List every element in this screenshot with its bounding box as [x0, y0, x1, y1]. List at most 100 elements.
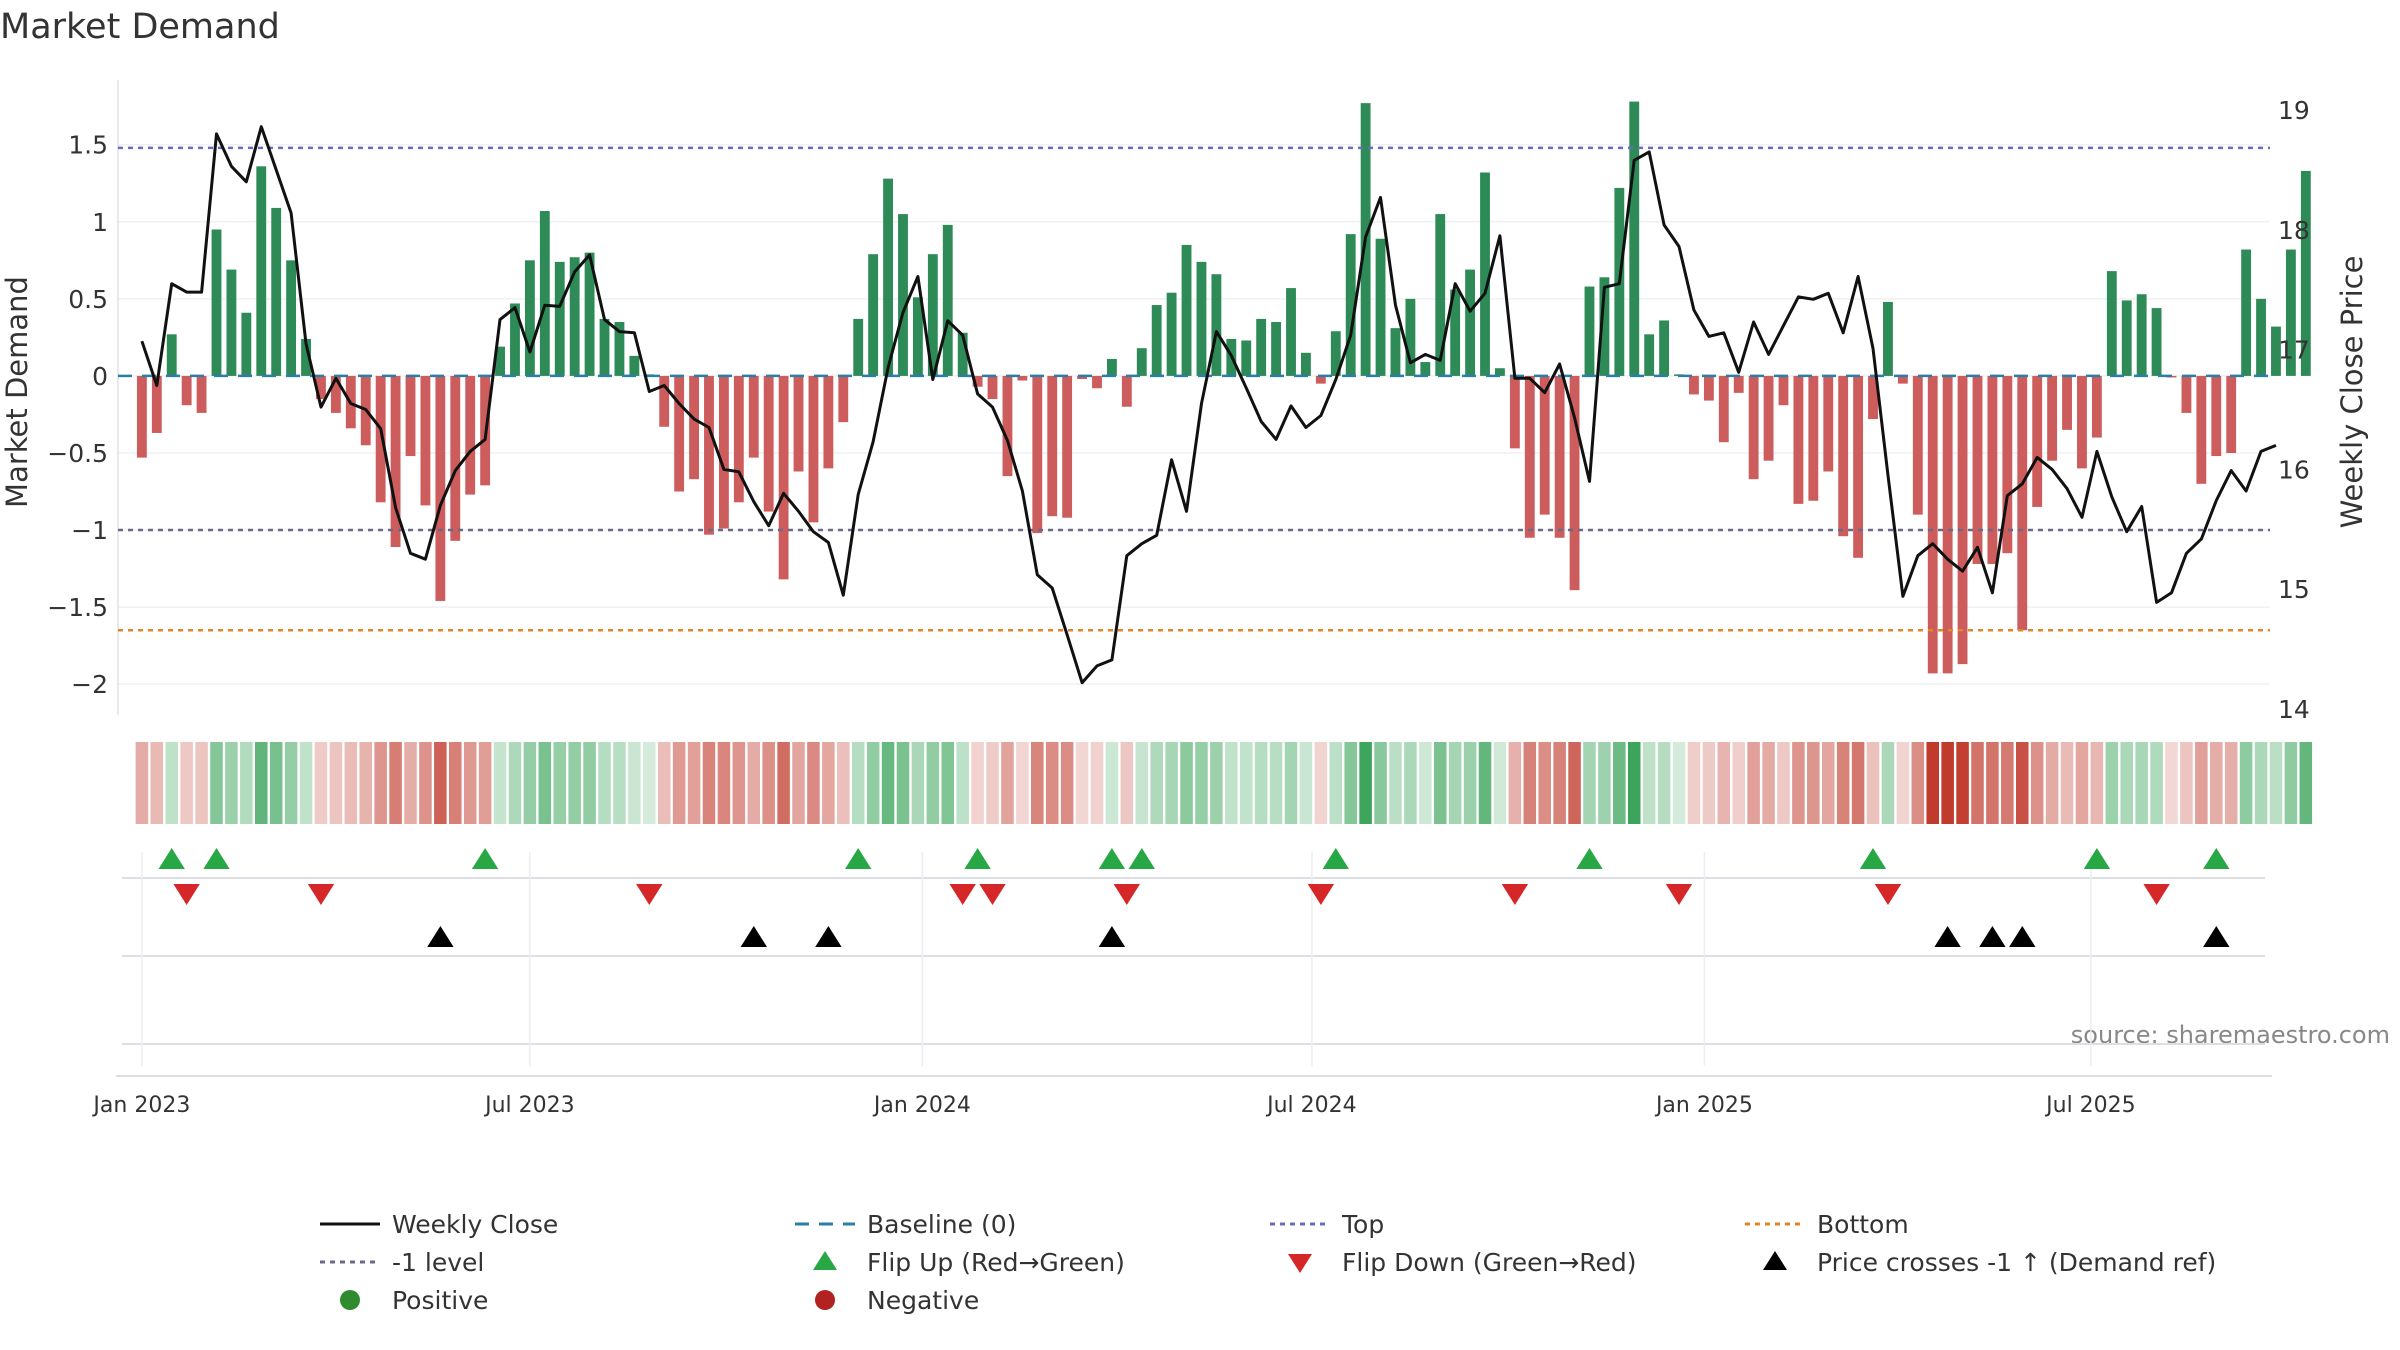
demand-bar-32: [614, 321, 625, 376]
demand-bar-81: [1345, 234, 1356, 376]
strip-cell-121: [1941, 742, 1954, 824]
y-axis: 1.5 1 0.5 0 −0.5 −1 −1.5 −2: [47, 131, 108, 699]
demand-bar-11: [301, 338, 311, 376]
demand-bar-66: [1121, 375, 1132, 407]
flip-down-marker-10: [2143, 884, 2170, 905]
demand-bar-108: [1748, 375, 1759, 480]
demand-bar-125: [2002, 375, 2013, 554]
demand-bar-40: [733, 375, 744, 503]
demand-bar-128: [2047, 375, 2058, 461]
demand-bar-105: [1703, 375, 1714, 401]
flip-down-marker-1: [307, 884, 335, 905]
strip-cell-132: [2105, 742, 2119, 824]
legend-label: Weekly Close: [392, 1210, 558, 1239]
strip-cell-85: [1404, 742, 1417, 824]
demand-bar-135: [2151, 308, 2162, 376]
legend-item-1: Baseline (0): [795, 1210, 1016, 1239]
strip-cell-113: [1821, 742, 1835, 824]
strip-cell-5: [210, 742, 223, 824]
demand-bar-96: [1569, 375, 1580, 591]
strip-cell-115: [1851, 742, 1865, 824]
strip-cell-119: [1911, 742, 1925, 824]
strip-cell-8: [254, 742, 268, 824]
demand-bar-19: [420, 375, 431, 506]
strip-cell-135: [2150, 742, 2163, 824]
flip-up-marker-4: [964, 848, 991, 869]
legend-item-8: Positive: [340, 1286, 488, 1315]
price-cross-marker-2: [815, 926, 842, 947]
legend-item-9: Negative: [815, 1286, 979, 1315]
strip-cell-90: [1478, 742, 1492, 824]
strip-cell-117: [1881, 742, 1895, 824]
strip-cell-100: [1627, 742, 1641, 824]
strip-cell-57: [986, 742, 999, 824]
demand-bar-37: [689, 375, 699, 480]
strip-cell-43: [777, 742, 790, 824]
demand-bar-127: [2032, 375, 2043, 507]
demand-bar-83: [1375, 238, 1386, 376]
strip-cell-87: [1433, 742, 1447, 824]
bars: [136, 101, 2311, 674]
demand-bar-10: [286, 260, 297, 376]
price-cross-marker-4: [1934, 926, 1961, 947]
weekly-close-line: [140, 125, 2277, 685]
y2-tick-label-0: 19: [2278, 96, 2310, 125]
legend-item-7: Price crosses -1 ↑ (Demand ref): [1763, 1248, 2216, 1277]
demand-bar-139: [2211, 375, 2222, 457]
strip-cell-38: [702, 742, 716, 824]
demand-bar-102: [1659, 320, 1670, 376]
demand-bar-52: [912, 297, 923, 376]
strip-cell-31: [598, 742, 611, 824]
strip-cell-18: [404, 742, 417, 824]
demand-bar-111: [1793, 375, 1804, 504]
demand-bar-101: [1644, 334, 1655, 376]
demand-bar-25: [510, 303, 520, 376]
legend: Weekly Close Baseline (0) Top Bottom -1 leve…: [320, 1210, 2216, 1315]
strip-cell-2: [165, 742, 178, 824]
price-cross-marker-5: [1979, 926, 2006, 947]
demand-bar-35: [659, 375, 670, 427]
strip-cell-19: [419, 742, 432, 824]
demand-bar-116: [1868, 375, 1878, 420]
strip-cell-23: [478, 742, 492, 824]
y-tick-label-2: 0.5: [68, 285, 108, 314]
strip-cell-52: [911, 742, 925, 824]
strip-cell-110: [1777, 742, 1790, 824]
strip-cell-77: [1284, 742, 1298, 824]
strip-cell-78: [1299, 742, 1313, 824]
demand-bar-7: [241, 312, 252, 376]
y-axis-label: Market Demand: [0, 276, 34, 508]
demand-bar-36: [674, 375, 685, 492]
demand-bar-143: [2271, 326, 2281, 376]
demand-bar-114: [1838, 375, 1849, 537]
demand-bar-54: [942, 224, 953, 376]
strip-cell-61: [1045, 742, 1059, 824]
strip-cell-0: [135, 742, 149, 824]
demand-bar-3: [181, 375, 192, 406]
strip-cell-109: [1762, 742, 1775, 824]
demand-bar-38: [704, 375, 714, 535]
demand-bar-69: [1166, 292, 1177, 376]
demand-bar-18: [405, 375, 416, 457]
price-cross-marker-3: [1098, 926, 1126, 947]
demand-bar-46: [823, 375, 834, 469]
strip-cell-112: [1807, 742, 1820, 824]
strip-cell-40: [732, 742, 746, 824]
price-cross-marker-0: [427, 926, 454, 947]
y-tick-label-1: 1: [92, 208, 108, 237]
legend-swatch-triangle-up: [1763, 1251, 1787, 1270]
strip-cell-26: [523, 742, 537, 824]
strip-cell-36: [672, 742, 686, 824]
strip-cell-73: [1225, 742, 1238, 824]
y-tick-label-0: 1.5: [68, 131, 108, 160]
demand-bar-75: [1256, 318, 1267, 376]
demand-bar-53: [927, 254, 938, 376]
strip-cell-134: [2135, 742, 2148, 824]
flip-down-marker-2: [636, 884, 663, 905]
strip-cell-6: [225, 742, 238, 824]
demand-bar-21: [450, 375, 461, 541]
strip-cell-14: [344, 742, 358, 824]
strip-cell-143: [2269, 742, 2283, 824]
strip-cell-74: [1239, 742, 1253, 824]
